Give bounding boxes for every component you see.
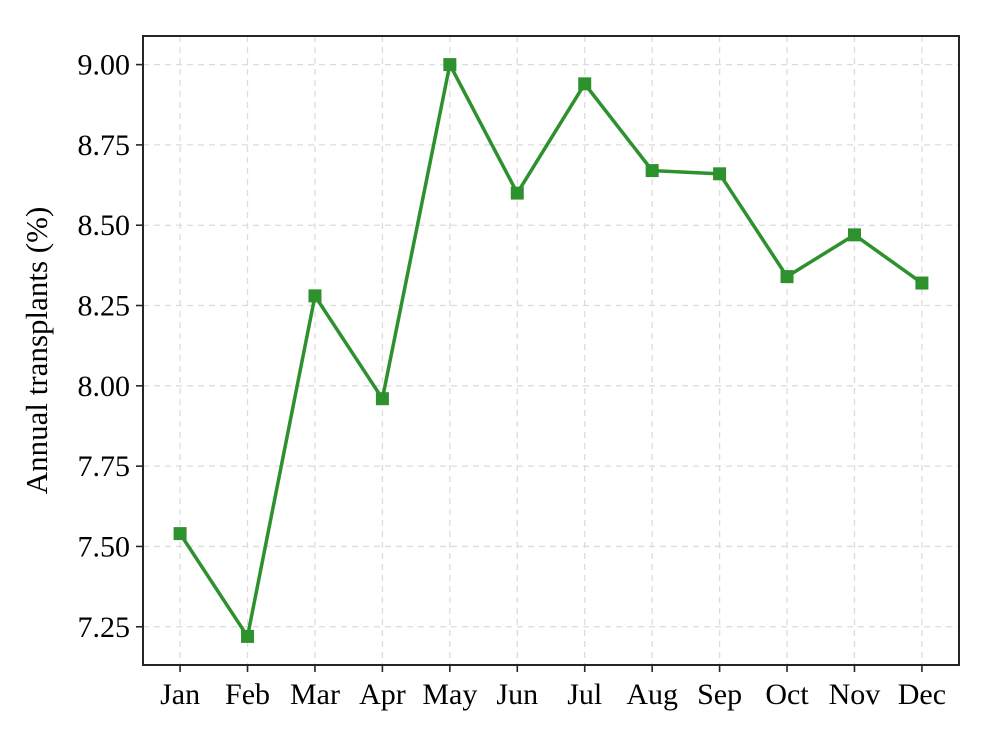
- x-tick-label: Apr: [359, 678, 406, 711]
- data-point-marker: [847, 228, 861, 242]
- x-tick-label: Jul: [567, 678, 602, 711]
- data-point-marker: [241, 629, 255, 643]
- y-tick-label: 7.75: [78, 450, 131, 483]
- y-tick-label: 8.50: [78, 209, 131, 242]
- y-tick-label: 7.50: [78, 530, 131, 563]
- x-tick-label: Dec: [898, 678, 946, 711]
- data-point-marker: [645, 164, 659, 178]
- data-point-marker: [173, 527, 187, 541]
- x-tick-label: Aug: [626, 678, 678, 711]
- y-tick-label: 9.00: [78, 49, 131, 82]
- y-tick-label: 8.75: [78, 129, 131, 162]
- data-point-marker: [713, 167, 727, 181]
- y-axis-label: Annual transplants (%): [19, 207, 54, 495]
- x-tick-label: Mar: [290, 678, 340, 711]
- data-line: [178, 59, 923, 641]
- x-tick-label: Sep: [697, 678, 742, 711]
- data-point-marker: [375, 392, 389, 406]
- data-point-marker: [510, 186, 524, 200]
- y-tick-label: 8.25: [78, 290, 131, 323]
- data-point-marker: [915, 276, 929, 290]
- data-point-marker: [578, 77, 592, 91]
- data-point-marker: [780, 270, 794, 284]
- x-tick-label: Jan: [160, 678, 200, 711]
- x-tick-label: Jun: [496, 678, 538, 711]
- x-tick-label: May: [422, 678, 477, 711]
- y-tick-label: 7.25: [78, 611, 131, 644]
- x-tick-label: Nov: [829, 678, 881, 711]
- data-point-marker: [308, 289, 322, 303]
- plot-frame: [142, 35, 960, 666]
- x-tick-label: Oct: [765, 678, 809, 711]
- data-point-marker: [443, 58, 457, 72]
- y-tick-label: 8.00: [78, 370, 131, 403]
- x-tick-label: Feb: [225, 678, 270, 711]
